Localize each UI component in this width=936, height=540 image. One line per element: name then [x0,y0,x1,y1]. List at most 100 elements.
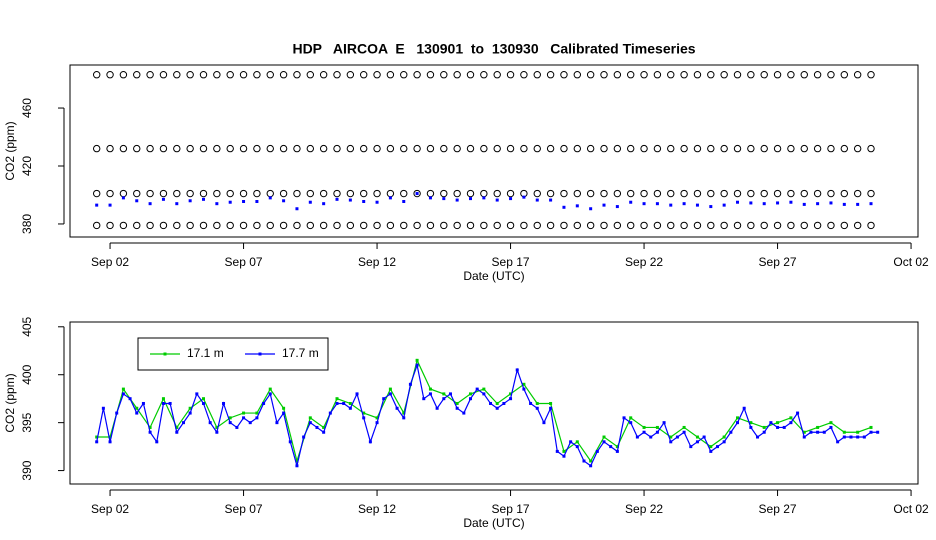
calibration-point [360,221,368,230]
calibration-point [533,189,541,198]
data-point [489,401,493,405]
calibration-point [493,144,501,153]
data-point [535,401,539,405]
data-point [602,440,606,444]
calibration-point [680,189,688,198]
data-point [482,387,486,391]
data-point [235,425,239,429]
data-point [375,200,379,204]
x-tick-label: Oct 02 [893,255,929,269]
calibration-point [440,221,448,230]
data-point [569,440,573,444]
data-point [95,440,99,444]
calibration-point [173,189,181,198]
calibration-point [613,189,622,198]
data-point [175,425,179,429]
data-point [242,416,246,420]
data-point [736,421,740,425]
calibration-point [720,71,728,79]
calibration-point [199,189,208,198]
calibration-point [159,144,168,153]
data-point [829,201,833,205]
calibration-point [787,144,795,153]
calibration-point [360,189,368,198]
data-point [475,387,479,391]
calibration-point [546,221,555,230]
calibration-point [520,71,528,79]
calibration-point [827,189,835,198]
data-point [562,449,566,453]
data-point [222,401,226,405]
calibration-point [266,71,274,79]
data-point [408,382,412,386]
data-point [635,435,639,439]
calibration-point [333,189,341,198]
y-axis-label: CO2 (ppm) [3,373,17,432]
calibration-point [133,144,141,153]
data-point [749,425,753,429]
calibration-point [573,221,582,230]
data-point [722,440,726,444]
calibration-point [787,71,795,79]
calibration-point [693,221,702,230]
data-point [348,401,352,405]
x-tick-label: Sep 17 [492,255,530,269]
data-point [509,197,513,201]
data-point [295,459,299,463]
calibration-point [586,144,595,153]
calibration-point [493,221,501,230]
data-point [842,435,846,439]
calibration-point [840,189,849,198]
data-point [495,401,499,405]
calibration-point [400,71,408,79]
calibration-point [440,189,448,198]
data-point [869,425,873,429]
data-point [535,198,539,202]
calibration-point [667,189,675,198]
calibration-point [707,189,715,198]
calibration-point [773,221,782,230]
calibration-point [386,189,395,198]
data-point [789,200,793,204]
calibration-point [667,144,675,153]
calibration-point [813,71,822,79]
data-point [509,392,513,396]
data-point [255,199,259,203]
calibration-point [747,144,755,153]
calibration-point [279,144,288,153]
calibration-point [800,221,808,230]
data-point [161,197,165,201]
data-point [175,430,179,434]
calibration-point [840,144,849,153]
data-point [255,411,259,415]
calibration-point [453,71,461,79]
data-point [749,201,753,205]
calibration-point [159,221,168,230]
calibration-point [146,189,154,198]
data-point [649,435,653,439]
calibration-point [480,221,488,230]
data-point [669,440,673,444]
calibration-point [573,189,582,198]
data-point [268,392,272,396]
data-point [282,199,286,203]
x-axis-label: Date (UTC) [463,516,524,530]
calibration-point [186,221,194,230]
data-point [729,430,733,434]
calibration-point [627,189,635,198]
data-point [242,199,246,203]
calibration-point [266,221,274,230]
data-point [442,397,446,401]
data-point [348,198,352,202]
data-point [856,430,860,434]
data-point [268,196,272,200]
data-point [662,421,666,425]
data-point [842,430,846,434]
calibration-point [546,71,555,79]
calibration-point [146,221,154,230]
calibration-point [400,144,408,153]
calibration-point [733,189,742,198]
data-point [262,401,266,405]
data-point [188,199,192,203]
